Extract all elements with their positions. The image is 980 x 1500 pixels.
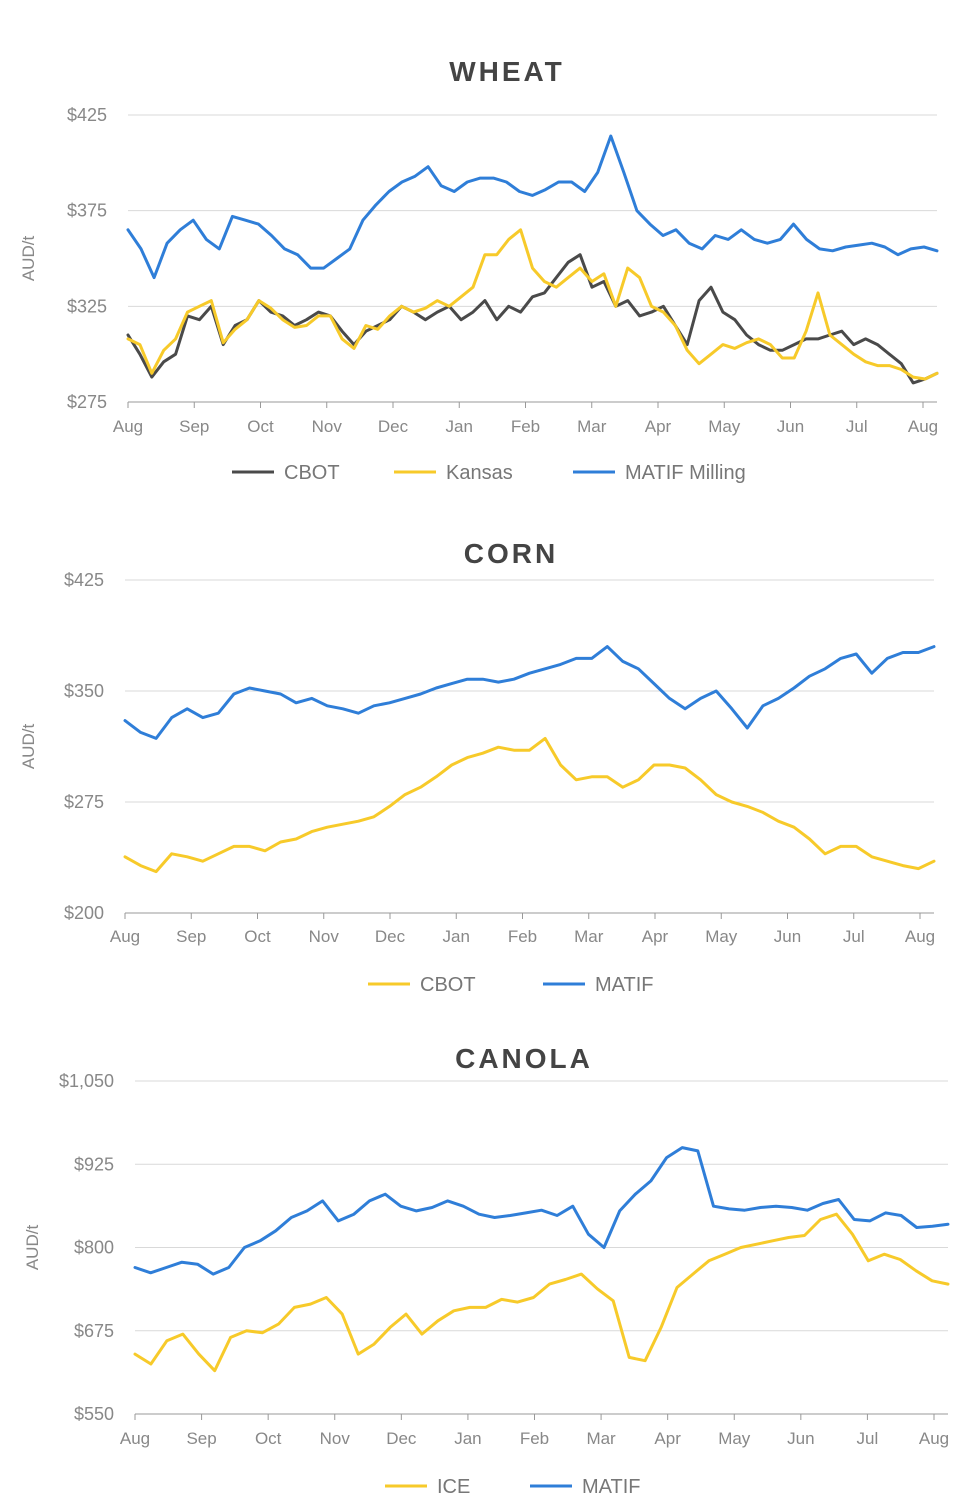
- y-axis-label: AUD/t: [23, 1225, 42, 1271]
- y-tick-label: $925: [74, 1154, 114, 1174]
- y-axis-label: AUD/t: [19, 724, 38, 770]
- series-line-matif-milling: [126, 134, 939, 280]
- y-tick-label: $275: [67, 392, 107, 412]
- y-tick-label: $425: [67, 105, 107, 125]
- x-tick-label: Dec: [378, 417, 409, 436]
- series-line-matif: [123, 645, 936, 740]
- legend-label: CBOT: [284, 462, 340, 484]
- y-axis-label: AUD/t: [19, 236, 38, 282]
- x-tick-label: Mar: [574, 927, 604, 946]
- legend-label: Kansas: [446, 462, 513, 484]
- x-tick-label: Aug: [919, 1429, 949, 1448]
- x-tick-label: Aug: [110, 927, 140, 946]
- x-tick-label: May: [705, 927, 738, 946]
- x-tick-label: Apr: [642, 927, 669, 946]
- x-tick-label: Nov: [312, 417, 343, 436]
- x-tick-label: Nov: [309, 927, 340, 946]
- x-tick-label: Jan: [443, 927, 470, 946]
- x-tick-label: Oct: [247, 417, 274, 436]
- chart-wheat: WHEAT $275 $325 $375 $425 Aug Sep Oct Nov Dec Jan F…: [19, 56, 939, 484]
- x-tick-label: Mar: [577, 417, 607, 436]
- x-tick-label: May: [718, 1429, 751, 1448]
- y-tick-label: $800: [74, 1238, 114, 1258]
- x-tick-label: Jun: [777, 417, 804, 436]
- x-tick-label: Aug: [120, 1429, 150, 1448]
- x-tick-label: Feb: [520, 1429, 549, 1448]
- x-tick-label: Oct: [244, 927, 271, 946]
- y-tick-label: $425: [64, 570, 104, 590]
- x-tick-label: Oct: [255, 1429, 282, 1448]
- y-tick-label: $375: [67, 201, 107, 221]
- series-line-cbot: [126, 253, 939, 385]
- x-tick-label: Aug: [908, 417, 938, 436]
- legend-label: CBOT: [420, 974, 476, 996]
- x-tick-label: Mar: [586, 1429, 616, 1448]
- y-tick-label: $275: [64, 792, 104, 812]
- y-tick-label: $350: [64, 681, 104, 701]
- y-tick-label: $550: [74, 1404, 114, 1424]
- chart-title: WHEAT: [449, 56, 565, 87]
- x-tick-label: Aug: [113, 417, 143, 436]
- series-line-kansas: [126, 228, 939, 381]
- x-tick-label: Feb: [511, 417, 540, 436]
- chart-canola: CANOLA $550 $675 $800 $925 $1,050 Aug Sep Oct Nov…: [23, 1043, 950, 1498]
- x-tick-label: Sep: [176, 927, 206, 946]
- legend-label: MATIF Milling: [625, 462, 746, 484]
- x-tick-label: Feb: [508, 927, 537, 946]
- x-tick-label: Jun: [787, 1429, 814, 1448]
- legend-label: MATIF: [595, 974, 654, 996]
- x-tick-label: Jan: [454, 1429, 481, 1448]
- series-line-ice: [133, 1212, 950, 1373]
- y-tick-label: $325: [67, 296, 107, 316]
- x-tick-label: Apr: [645, 417, 672, 436]
- chart-title: CANOLA: [455, 1043, 593, 1074]
- x-tick-label: Sep: [186, 1429, 216, 1448]
- y-tick-label: $1,050: [59, 1071, 114, 1091]
- x-tick-label: Apr: [654, 1429, 681, 1448]
- x-tick-label: Jul: [843, 927, 865, 946]
- series-line-cbot: [123, 736, 936, 874]
- chart-title: CORN: [464, 538, 558, 569]
- x-tick-label: Sep: [179, 417, 209, 436]
- x-tick-label: Dec: [375, 927, 406, 946]
- x-tick-label: May: [708, 417, 741, 436]
- x-tick-label: Aug: [905, 927, 935, 946]
- legend-label: MATIF: [582, 1476, 641, 1498]
- chart-corn: CORN $200 $275 $350 $425 Aug Sep Oct Nov Dec Jan Fe…: [19, 538, 936, 996]
- series-line-matif: [133, 1146, 950, 1276]
- legend-label: ICE: [437, 1476, 470, 1498]
- x-tick-label: Nov: [320, 1429, 351, 1448]
- x-tick-label: Jan: [446, 417, 473, 436]
- x-tick-label: Jun: [774, 927, 801, 946]
- x-tick-label: Jul: [857, 1429, 879, 1448]
- x-tick-label: Jul: [846, 417, 868, 436]
- y-tick-label: $200: [64, 903, 104, 923]
- y-tick-label: $675: [74, 1321, 114, 1341]
- x-tick-label: Dec: [386, 1429, 417, 1448]
